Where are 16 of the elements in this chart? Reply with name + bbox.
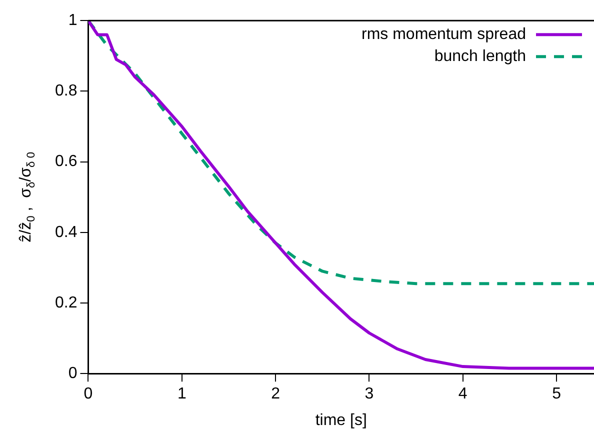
y-axis-title: ẑ/ẑ0 , σδ/σδ 0 xyxy=(17,152,38,242)
x-tick-label: 2 xyxy=(271,386,280,403)
y-tick-label: 0.6 xyxy=(54,153,78,170)
y-tick-label: 0 xyxy=(68,365,78,382)
legend-label: rms momentum spread xyxy=(362,26,526,44)
x-tick-label: 4 xyxy=(458,386,468,403)
x-tick-label: 5 xyxy=(552,386,562,403)
x-tick-label: 1 xyxy=(177,386,186,403)
x-axis-title: time [s] xyxy=(315,412,367,429)
x-tick-label: 0 xyxy=(84,386,93,403)
legend-label: bunch length xyxy=(434,48,526,66)
y-tick-label: 0.4 xyxy=(54,224,78,241)
x-tick-label: 3 xyxy=(364,386,374,403)
y-tick-label: 0.2 xyxy=(54,294,78,312)
y-tick-label: 1 xyxy=(68,12,78,30)
y-tick-label: 0.8 xyxy=(54,82,78,100)
